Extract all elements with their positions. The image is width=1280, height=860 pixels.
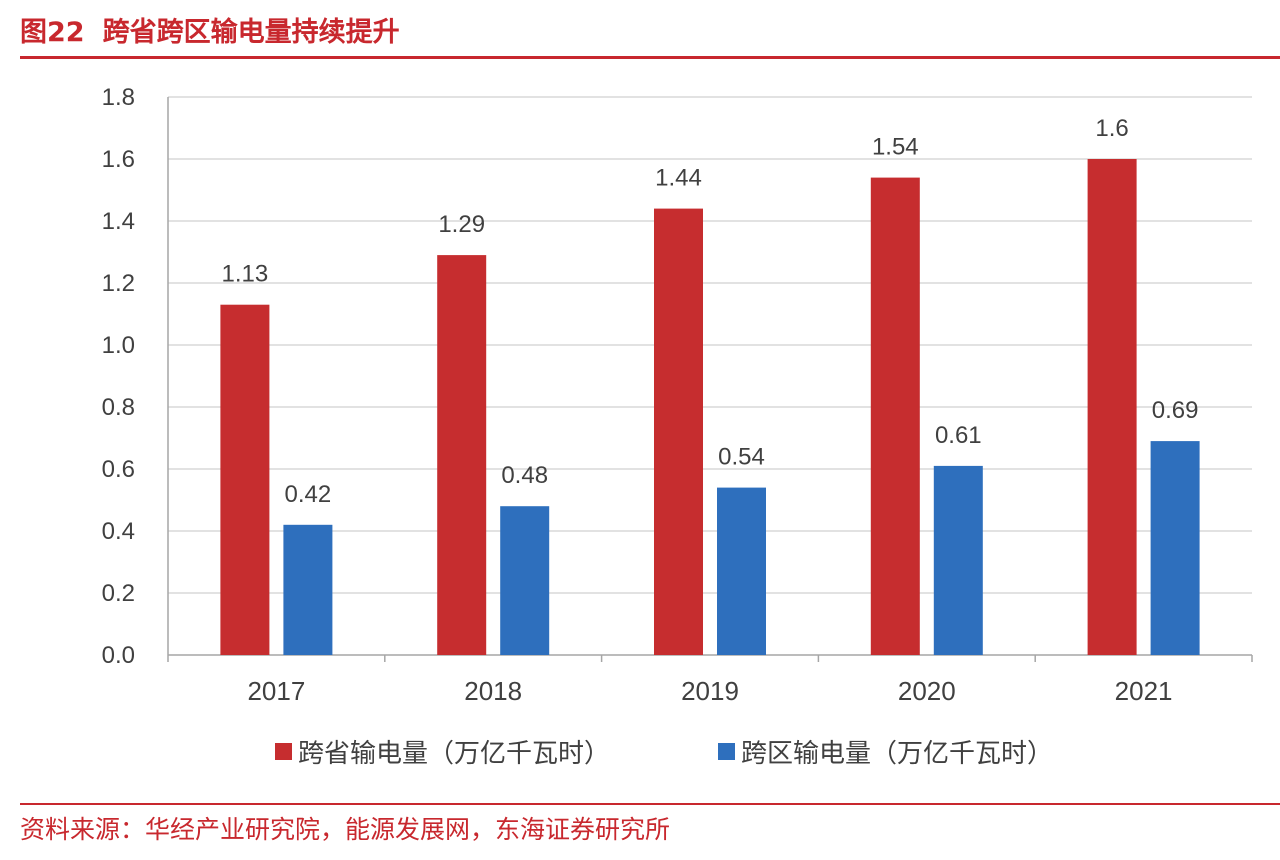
figure-number: 图22 [20, 17, 85, 48]
legend-label-series-1: 跨省输电量（万亿千瓦时） [298, 739, 611, 769]
y-tick-label: 1.8 [102, 84, 135, 111]
legend-item-series-2: 跨区输电量（万亿千瓦时） [718, 733, 1053, 770]
source-note: 资料来源：华经产业研究院，能源发展网，东海证券研究所 [20, 815, 671, 844]
data-label: 1.13 [222, 261, 269, 288]
data-label: 0.69 [1152, 397, 1199, 424]
x-tick-label: 2019 [681, 676, 739, 706]
bar-cross-province [1087, 159, 1137, 655]
source-divider [20, 803, 1280, 805]
data-label: 1.54 [872, 134, 919, 161]
bar-cross-region [933, 465, 983, 655]
axes: 0.0 0.2 0.4 0.6 0.8 1.0 1.2 1.4 1.6 1.8 2017 2018 20… [102, 84, 1253, 706]
data-label: 0.61 [935, 422, 982, 449]
legend-item-series-1: 跨省输电量（万亿千瓦时） [275, 733, 610, 770]
bar-cross-province [654, 208, 703, 655]
x-tick-label: 2017 [247, 676, 305, 706]
data-label: 1.6 [1095, 115, 1128, 142]
y-tick-label: 1.2 [102, 270, 135, 297]
title-divider [20, 56, 1280, 59]
figure-title-text: 跨省跨区输电量持续提升 [102, 17, 400, 48]
bar-cross-province [220, 304, 270, 655]
data-label: 0.48 [501, 462, 548, 489]
data-labels: 1.13 1.29 1.44 1.54 1.6 0.42 0.48 0.54 0.61 0.69 [222, 115, 1199, 508]
y-tick-label: 0.4 [102, 518, 135, 545]
x-tick-label: 2021 [1115, 676, 1173, 706]
x-tick-label: 2020 [898, 676, 956, 706]
bar-cross-region [500, 506, 550, 655]
data-label: 1.29 [438, 211, 485, 238]
legend-swatch-blue [718, 743, 735, 760]
figure-title: 图22 跨省跨区输电量持续提升 [20, 10, 400, 49]
chart-legend: 跨省输电量（万亿千瓦时） 跨区输电量（万亿千瓦时） [0, 733, 1280, 773]
y-tick-label: 1.0 [102, 332, 135, 359]
data-label: 1.44 [655, 165, 702, 192]
x-tick-label: 2018 [464, 676, 522, 706]
bar-cross-region [717, 487, 766, 655]
y-tick-label: 1.6 [102, 146, 135, 173]
data-label: 0.54 [718, 444, 765, 471]
y-tick-label: 0.6 [102, 456, 135, 483]
y-tick-label: 0.0 [102, 642, 135, 669]
y-tick-label: 0.8 [102, 394, 135, 421]
bar-cross-province [437, 255, 487, 655]
legend-label-series-2: 跨区输电量（万亿千瓦时） [741, 739, 1054, 769]
bar-chart: 0.0 0.2 0.4 0.6 0.8 1.0 1.2 1.4 1.6 1.8 2017 2018 20… [102, 84, 1253, 706]
y-tick-label: 0.2 [102, 580, 135, 607]
bar-cross-province [870, 177, 920, 655]
legend-swatch-red [275, 743, 292, 760]
y-tick-label: 1.4 [102, 208, 135, 235]
gridlines [168, 96, 1252, 594]
bars [220, 159, 1200, 655]
bar-cross-region [1150, 441, 1200, 655]
bar-cross-region [283, 524, 333, 655]
data-label: 0.42 [285, 481, 332, 508]
